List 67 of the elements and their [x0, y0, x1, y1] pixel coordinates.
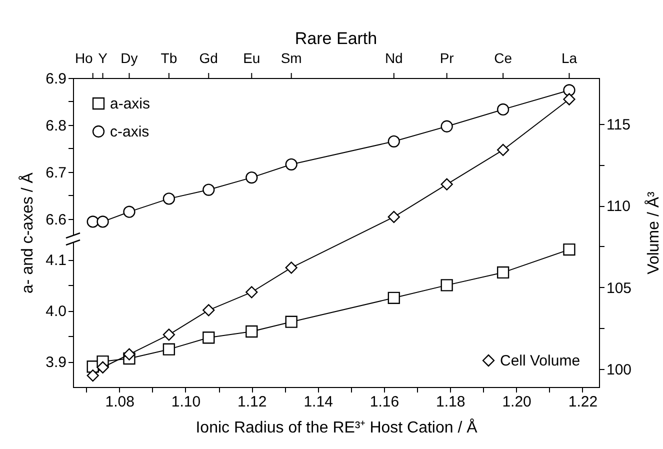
- point: [563, 93, 576, 106]
- text: Pr: [440, 50, 454, 66]
- x-tick-label: 1.08: [105, 394, 134, 410]
- y2-tick-label: 105: [606, 280, 632, 297]
- x-tick-label: 1.18: [436, 394, 466, 410]
- y-tick-label: 4.1: [46, 252, 66, 270]
- x-tick-label: 1.14: [304, 394, 333, 410]
- point: [202, 332, 215, 344]
- point: [285, 262, 298, 274]
- point: [388, 135, 400, 148]
- point: [388, 210, 400, 224]
- point: [123, 206, 136, 218]
- legend-label: c-axis: [110, 124, 150, 140]
- y2-tick-label: 100: [606, 362, 632, 379]
- x-tick-label: 1.22: [568, 394, 598, 410]
- y3-tick-label: 6.7: [46, 164, 66, 182]
- text: Eu: [243, 50, 260, 66]
- y2-tick-label: 110: [606, 198, 630, 216]
- x-tick-label: 1.10: [171, 394, 201, 410]
- text: Ce: [494, 50, 512, 66]
- x-tick-label: 1.12: [238, 394, 267, 410]
- point: [388, 292, 400, 304]
- point: [246, 171, 258, 184]
- point: [285, 158, 298, 170]
- point: [162, 343, 176, 356]
- y-tick-label: 3.9: [46, 354, 66, 372]
- y2-tick-label: 115: [606, 116, 630, 134]
- point: [202, 304, 215, 316]
- point: [246, 286, 258, 298]
- point: [496, 266, 510, 279]
- text: Tb: [160, 50, 178, 66]
- chart-title: Rare Earth: [294, 29, 378, 48]
- text: Nd: [384, 50, 403, 66]
- point: [440, 178, 453, 190]
- point: [440, 120, 453, 132]
- text: Ho: [74, 50, 94, 66]
- y-axis-title: a- and c-axes / Å: [18, 172, 37, 294]
- y3-tick-label: 6.8: [46, 117, 66, 134]
- point: [496, 144, 510, 156]
- point: [86, 216, 99, 228]
- y3-tick-label: 6.6: [46, 211, 66, 228]
- x-tick-label: 1.16: [370, 394, 400, 410]
- point: [162, 192, 176, 205]
- y3-tick-label: 6.9: [46, 70, 66, 88]
- point: [96, 361, 109, 374]
- point: [86, 369, 99, 382]
- point: [96, 216, 109, 228]
- text: Dy: [120, 50, 138, 66]
- text: Sm: [280, 50, 302, 66]
- point: [246, 325, 258, 338]
- point: [440, 279, 453, 292]
- text: La: [561, 50, 578, 66]
- legend-label: a-axis: [110, 96, 150, 112]
- y2-axis-title: Volume / Å³: [644, 190, 663, 274]
- point: [563, 243, 576, 256]
- text: Y: [98, 50, 108, 66]
- point: [162, 328, 176, 341]
- point: [496, 103, 510, 116]
- point: [202, 184, 215, 196]
- x-tick-label: 1.20: [502, 394, 532, 410]
- point: [563, 84, 576, 96]
- point: [123, 348, 136, 360]
- text: Gd: [199, 50, 218, 66]
- y-tick-label: 4.0: [46, 303, 66, 320]
- legend-label: Cell Volume: [500, 352, 580, 370]
- point: [285, 316, 298, 328]
- x-axis-title: Ionic Radius of the RE³⁺ Host Cation / Å: [196, 418, 478, 436]
